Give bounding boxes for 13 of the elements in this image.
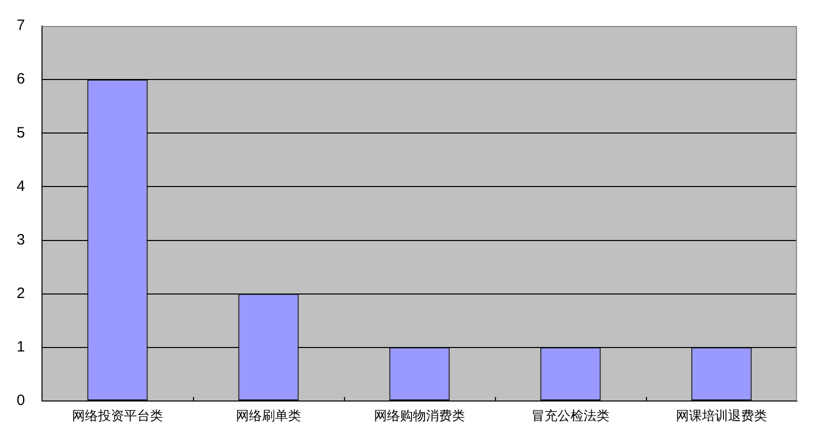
y-tick-label: 2 xyxy=(16,285,25,302)
y-tick-label: 7 xyxy=(16,17,25,34)
x-tick-label: 网络刷单类 xyxy=(236,409,301,424)
x-tick-label: 网络购物消费类 xyxy=(374,409,465,424)
y-tick-label: 1 xyxy=(16,338,25,356)
y-tick-label: 3 xyxy=(16,231,25,248)
x-tick-label: 网络投资平台类 xyxy=(72,409,163,424)
y-tick-label: 4 xyxy=(16,178,25,195)
y-tick-label: 6 xyxy=(16,70,25,88)
y-tick-label: 5 xyxy=(16,124,25,142)
y-tick-label: 0 xyxy=(16,392,25,410)
x-tick-label: 网课培训退费类 xyxy=(676,409,767,424)
x-tick-label: 冒充公检法类 xyxy=(532,409,610,424)
